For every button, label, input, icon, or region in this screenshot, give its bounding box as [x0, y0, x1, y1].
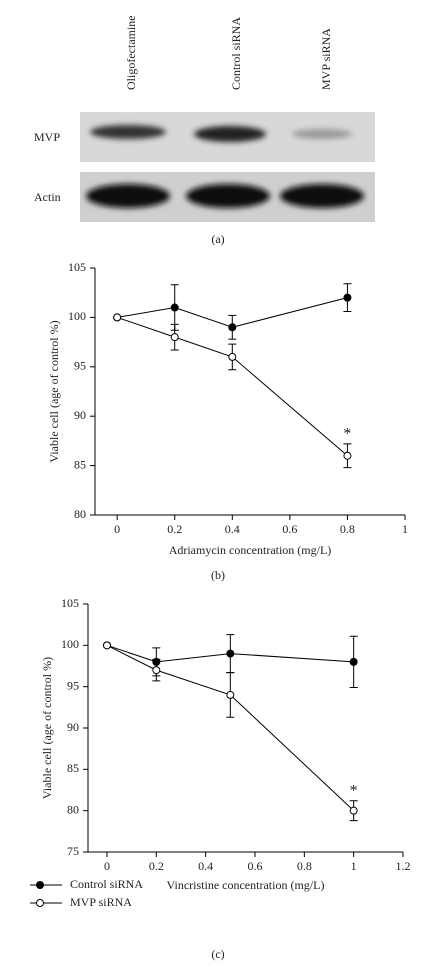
x-axis-label: Vincristine concentration (mg/L): [167, 878, 325, 892]
x-tick-label: 0: [114, 522, 120, 536]
panel-label: (c): [211, 947, 224, 961]
point: [170, 303, 179, 312]
point: [113, 313, 122, 322]
point: [343, 293, 352, 302]
x-tick-label: 0.8: [340, 522, 355, 536]
lane-label: Oligofectamine: [124, 15, 138, 90]
point: [170, 333, 179, 342]
panel-label: (b): [211, 568, 225, 582]
row-label: Actin: [34, 190, 61, 204]
band: [292, 129, 352, 139]
x-tick-label: 1.2: [396, 859, 411, 873]
x-tick-label: 0.6: [247, 859, 262, 873]
legend-marker: [36, 899, 44, 907]
y-tick-label: 95: [74, 359, 86, 373]
point: [349, 657, 358, 666]
point: [226, 690, 235, 699]
row-label: MVP: [34, 130, 60, 144]
series-line: [117, 297, 348, 328]
x-tick-label: 0.8: [297, 859, 312, 873]
x-tick-label: 0.2: [167, 522, 182, 536]
lane-label: MVP siRNA: [319, 28, 333, 90]
x-tick-label: 0.6: [282, 522, 297, 536]
series-line: [106, 644, 354, 663]
y-tick-label: 85: [74, 457, 86, 471]
y-tick-label: 90: [67, 720, 79, 734]
y-axis-label: Viable cell (age of control %): [47, 320, 61, 462]
y-tick-label: 100: [61, 637, 79, 651]
y-tick-label: 90: [74, 408, 86, 422]
y-tick-label: 105: [68, 260, 86, 274]
band: [86, 184, 170, 208]
x-tick-label: 1: [351, 859, 357, 873]
x-tick-label: 0: [104, 859, 110, 873]
series-line: [117, 316, 348, 457]
point: [343, 451, 352, 460]
band: [280, 184, 364, 208]
band: [90, 125, 166, 139]
x-tick-label: 0.2: [149, 859, 164, 873]
y-tick-label: 105: [61, 596, 79, 610]
lane-label: Control siRNA: [229, 17, 243, 90]
panel-label: (a): [211, 232, 224, 246]
x-axis-label: Adriamycin concentration (mg/L): [169, 543, 332, 557]
point: [228, 323, 237, 332]
legend-marker: [36, 881, 44, 889]
y-tick-label: 80: [74, 507, 86, 521]
x-tick-label: 1: [402, 522, 408, 536]
y-axis-label: Viable cell (age of control %): [40, 657, 54, 799]
annotation: *: [343, 426, 351, 443]
band: [194, 126, 266, 142]
legend-label: Control siRNA: [70, 877, 143, 891]
legend-label: MVP siRNA: [70, 895, 132, 909]
series-line: [106, 644, 355, 812]
y-tick-label: 85: [67, 761, 79, 775]
point: [349, 806, 358, 815]
y-tick-label: 80: [67, 802, 79, 816]
western-blot: Oligofectamine Control siRNA MVP siRNA M…: [34, 15, 375, 246]
y-tick-label: 95: [67, 678, 79, 692]
point: [102, 641, 111, 650]
y-tick-label: 100: [68, 309, 86, 323]
x-tick-label: 0.4: [225, 522, 240, 536]
band: [186, 184, 270, 208]
point: [228, 352, 237, 361]
annotation: *: [350, 782, 358, 799]
x-tick-label: 0.4: [198, 859, 213, 873]
point: [226, 649, 235, 658]
point: [152, 666, 161, 675]
y-tick-label: 75: [67, 844, 79, 858]
